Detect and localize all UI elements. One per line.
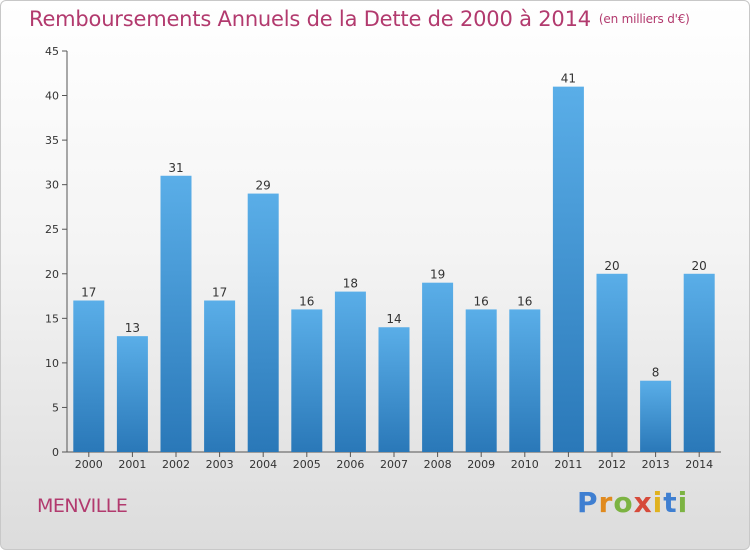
bars <box>73 86 715 453</box>
bar <box>73 300 105 452</box>
bar <box>334 291 366 452</box>
bar <box>116 336 148 452</box>
bar <box>422 282 454 452</box>
value-label: 14 <box>386 312 401 326</box>
bar <box>247 193 279 453</box>
chart-subtitle: (en milliers d'€) <box>598 12 690 26</box>
y-tick-label: 15 <box>45 312 59 325</box>
labels: 17 13 31 17 29 16 18 14 19 16 16 41 20 8 20 <box>81 72 707 380</box>
bar <box>596 273 628 452</box>
value-label: 16 <box>474 294 489 308</box>
x-tick-label: 2010 <box>511 458 539 471</box>
value-label: 17 <box>212 286 227 300</box>
bar <box>291 309 323 452</box>
y-tick-label: 20 <box>45 268 59 281</box>
y-tick-label: 35 <box>45 134 59 147</box>
value-label: 18 <box>343 277 358 291</box>
x-tick-label: 2000 <box>75 458 103 471</box>
chart-title-text: Remboursements Annuels de la Dette de 20… <box>29 7 591 31</box>
x-tick-label: 2007 <box>380 458 408 471</box>
value-label: 20 <box>604 259 619 273</box>
value-label: 16 <box>299 294 314 308</box>
proxiti-logo: Proxiti <box>577 486 689 519</box>
x-tick-label: 2003 <box>206 458 234 471</box>
value-label: 19 <box>430 268 445 282</box>
x-tick-label: 2008 <box>424 458 452 471</box>
value-label: 17 <box>81 286 96 300</box>
y-tick-label: 45 <box>45 45 59 58</box>
value-label: 20 <box>692 259 707 273</box>
value-label: 16 <box>517 294 532 308</box>
axes: 0 5 10 15 20 25 30 35 40 45 2000 2001 2002 2003 2004 20… <box>45 45 721 471</box>
x-tick-label: 2002 <box>162 458 190 471</box>
x-tick-label: 2001 <box>118 458 146 471</box>
value-label: 41 <box>561 72 576 86</box>
bar <box>160 175 192 452</box>
bar <box>378 327 410 452</box>
x-tick-label: 2004 <box>249 458 277 471</box>
y-tick-label: 0 <box>52 446 59 459</box>
x-tick-label: 2009 <box>467 458 495 471</box>
bar <box>640 380 672 452</box>
y-tick-label: 25 <box>45 223 59 236</box>
bar <box>683 273 715 452</box>
y-tick-label: 5 <box>52 401 59 414</box>
value-label: 13 <box>125 321 140 335</box>
city-name: MENVILLE <box>37 495 128 517</box>
bar <box>509 309 541 452</box>
x-tick-label: 2014 <box>685 458 713 471</box>
x-tick-label: 2012 <box>598 458 626 471</box>
value-label: 29 <box>256 179 271 193</box>
y-tick-label: 30 <box>45 179 59 192</box>
bar <box>204 300 236 452</box>
y-tick-label: 40 <box>45 90 59 103</box>
bar <box>465 309 497 452</box>
x-tick-label: 2005 <box>293 458 321 471</box>
value-label: 31 <box>168 161 183 175</box>
x-tick-label: 2006 <box>336 458 364 471</box>
x-tick-label: 2011 <box>554 458 582 471</box>
bar <box>552 86 584 453</box>
value-label: 8 <box>652 366 660 380</box>
x-tick-label: 2013 <box>642 458 670 471</box>
y-tick-label: 10 <box>45 357 59 370</box>
chart-title: Remboursements Annuels de la Dette de 20… <box>29 7 690 31</box>
